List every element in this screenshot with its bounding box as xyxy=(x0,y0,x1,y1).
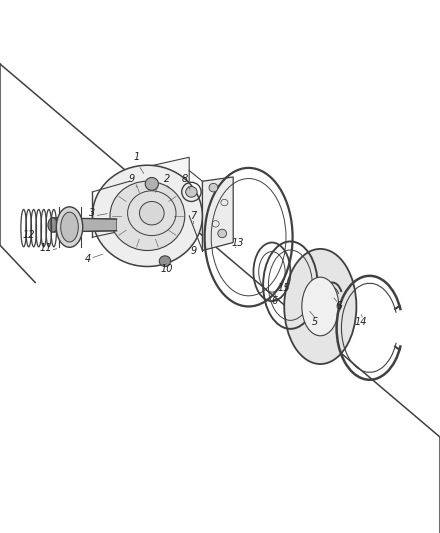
Ellipse shape xyxy=(159,256,171,266)
Text: 6: 6 xyxy=(336,302,342,311)
Polygon shape xyxy=(53,218,117,232)
Text: 1: 1 xyxy=(133,152,139,162)
Text: 8: 8 xyxy=(182,174,188,183)
Ellipse shape xyxy=(139,201,164,225)
Text: 3: 3 xyxy=(89,208,95,218)
Ellipse shape xyxy=(56,207,83,247)
Ellipse shape xyxy=(218,229,227,238)
Text: 9: 9 xyxy=(129,174,135,183)
Ellipse shape xyxy=(284,249,356,364)
Text: 6: 6 xyxy=(272,296,278,306)
Ellipse shape xyxy=(48,218,58,232)
Text: 9: 9 xyxy=(191,246,197,255)
Text: 14: 14 xyxy=(355,318,367,327)
Text: 13: 13 xyxy=(231,238,244,247)
Text: 4: 4 xyxy=(85,254,91,263)
Ellipse shape xyxy=(145,177,158,190)
Text: 15: 15 xyxy=(278,283,290,293)
Ellipse shape xyxy=(302,277,339,336)
Text: 10: 10 xyxy=(161,264,173,274)
Text: 2: 2 xyxy=(164,174,170,183)
Text: 11: 11 xyxy=(40,243,52,253)
Polygon shape xyxy=(130,157,189,229)
Text: 12: 12 xyxy=(22,230,35,239)
Polygon shape xyxy=(202,177,233,251)
Ellipse shape xyxy=(61,212,78,242)
Ellipse shape xyxy=(110,181,185,251)
Ellipse shape xyxy=(186,187,197,197)
Ellipse shape xyxy=(209,183,218,192)
Text: 5: 5 xyxy=(312,318,318,327)
Ellipse shape xyxy=(92,165,202,266)
Text: 7: 7 xyxy=(191,211,197,221)
